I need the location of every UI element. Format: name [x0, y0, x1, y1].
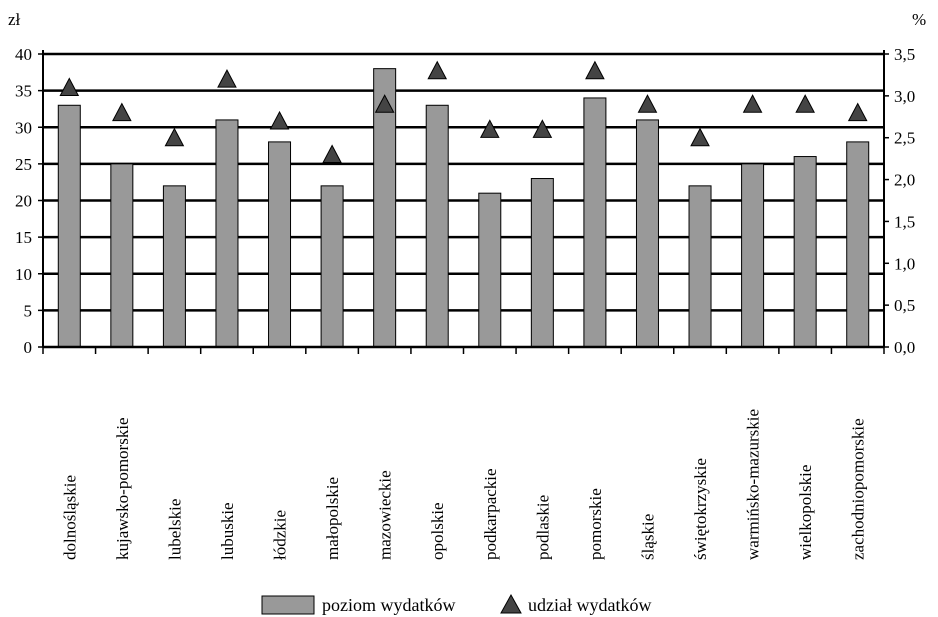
- right-tick-label: 1,0: [894, 254, 915, 273]
- triangle-marker: [690, 127, 710, 147]
- triangle-marker: [374, 94, 395, 113]
- triangle-marker: [479, 119, 500, 138]
- category-label: podlaskie: [533, 495, 552, 560]
- triangle-marker: [59, 77, 80, 96]
- triangle-marker: [427, 60, 448, 80]
- right-tick-label: 1,5: [894, 212, 915, 231]
- triangle-marker: [742, 94, 763, 113]
- bar: [793, 156, 817, 348]
- bar: [425, 104, 449, 348]
- category-label: zachodniopomorskie: [849, 418, 868, 560]
- category-label: opolskie: [428, 502, 447, 560]
- left-tick-label: 0: [24, 338, 33, 357]
- bar: [846, 141, 870, 348]
- triangle-marker: [795, 94, 815, 113]
- bar: [215, 119, 239, 348]
- bar: [478, 192, 502, 348]
- category-label: dolnośląskie: [60, 475, 79, 560]
- axes: [42, 50, 885, 354]
- triangle-marker: [532, 119, 553, 138]
- right-tick-label: 0,5: [894, 296, 915, 315]
- category-label: śląskie: [638, 514, 657, 560]
- bar: [741, 163, 765, 348]
- triangle-series: [59, 60, 868, 163]
- category-label: podkarpackie: [481, 468, 500, 560]
- category-label: łódzkie: [271, 510, 290, 560]
- category-label: małopolskie: [323, 477, 342, 560]
- bar: [268, 141, 292, 348]
- triangle-marker: [585, 60, 605, 80]
- category-label: lubelskie: [165, 499, 184, 560]
- right-axis-unit: %: [912, 10, 926, 29]
- triangle-marker: [217, 69, 237, 88]
- bar: [635, 119, 659, 348]
- triangle-marker: [847, 102, 868, 122]
- left-tick-label: 15: [15, 228, 32, 247]
- bar: [162, 185, 186, 348]
- left-axis-ticks: 0 5 10 15 20 25 30 35 40: [15, 45, 43, 357]
- left-tick-label: 20: [15, 192, 32, 211]
- bar: [320, 185, 344, 348]
- bar: [583, 97, 607, 348]
- right-tick-label: 0,0: [894, 338, 915, 357]
- legend-triangle-icon: [500, 593, 522, 614]
- legend-bar-swatch: [261, 595, 315, 615]
- left-tick-label: 10: [15, 265, 32, 284]
- legend: poziom wydatków udział wydatków: [261, 593, 651, 615]
- category-label: lubuskie: [218, 502, 237, 560]
- left-tick-label: 5: [24, 301, 33, 320]
- right-tick-label: 3,5: [894, 45, 915, 64]
- triangle-marker: [164, 127, 185, 147]
- left-tick-label: 30: [15, 118, 32, 137]
- triangle-marker: [112, 102, 132, 122]
- category-labels: dolnośląskie kujawsko-pomorskie lubelskie l…: [60, 409, 867, 560]
- triangle-marker: [637, 94, 658, 113]
- triangle-marker: [269, 110, 290, 130]
- right-tick-label: 2,5: [894, 129, 915, 148]
- legend-label-triangles: udział wydatków: [528, 595, 651, 615]
- left-axis-unit: zł: [8, 10, 21, 29]
- category-label: mazowieckie: [376, 470, 395, 560]
- right-tick-label: 3,0: [894, 87, 915, 106]
- category-label: warmińsko-mazurskie: [744, 409, 763, 560]
- right-tick-label: 2,0: [894, 171, 915, 190]
- bar: [110, 163, 134, 348]
- left-tick-label: 25: [15, 155, 32, 174]
- right-axis-ticks: 0,0 0,5 1,0 1,5 2,0 2,5 3,0 3,5: [884, 45, 915, 357]
- legend-label-bars: poziom wydatków: [322, 595, 455, 615]
- category-label: świętokrzyskie: [691, 458, 710, 560]
- bar: [688, 185, 712, 348]
- bar: [57, 104, 81, 348]
- category-label: pomorskie: [586, 488, 605, 560]
- category-label: kujawsko-pomorskie: [113, 417, 132, 560]
- bar: [530, 178, 554, 348]
- left-tick-label: 40: [15, 45, 32, 64]
- left-tick-label: 35: [15, 82, 32, 101]
- category-label: wielkopolskie: [796, 465, 815, 560]
- triangle-marker: [322, 144, 342, 163]
